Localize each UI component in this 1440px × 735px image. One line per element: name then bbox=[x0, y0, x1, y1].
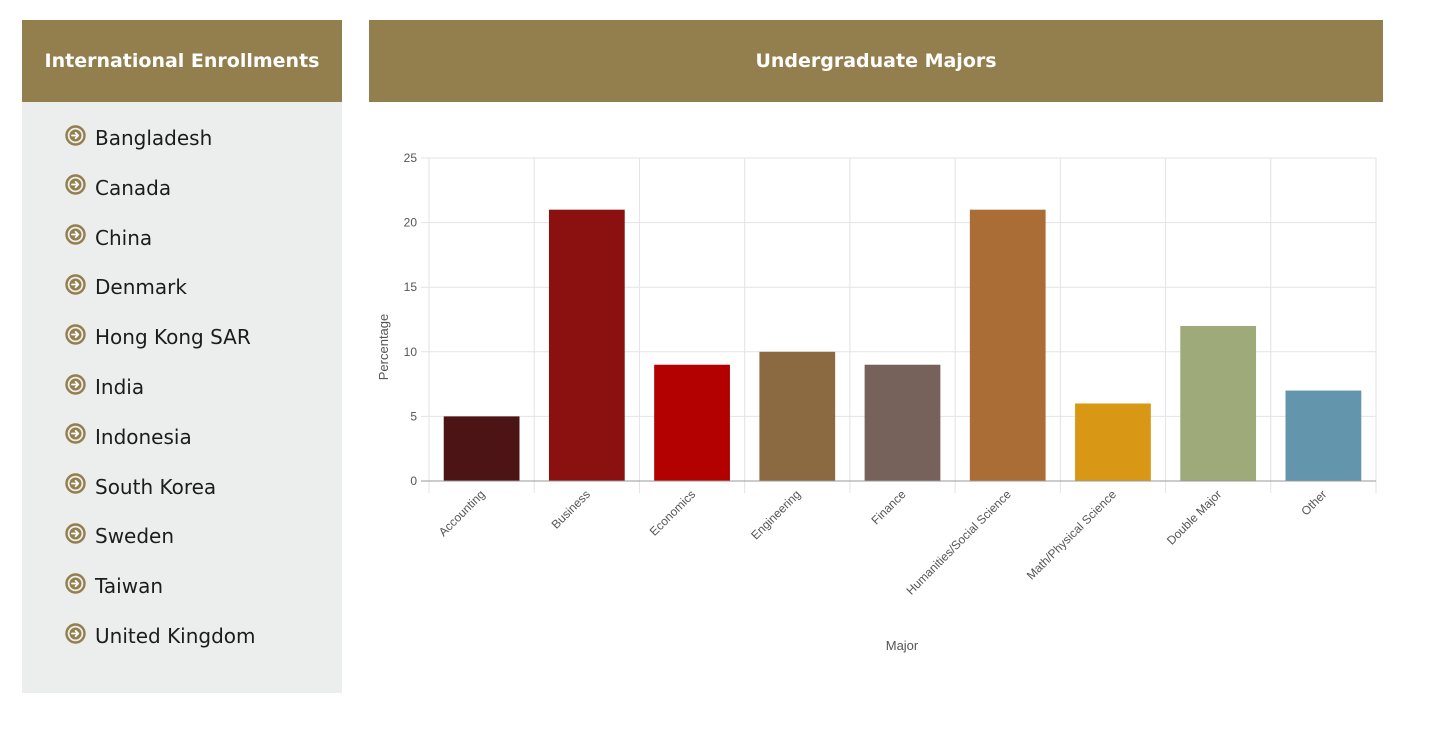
undergraduate-majors-panel: Undergraduate Majors bbox=[369, 20, 1383, 102]
circle-arrow-right-icon bbox=[65, 523, 86, 544]
international-enrollments-title: International Enrollments bbox=[44, 50, 320, 72]
y-tick-label: 10 bbox=[404, 345, 418, 359]
circle-arrow-right-icon bbox=[65, 373, 86, 395]
x-tick-label: Business bbox=[549, 487, 593, 531]
country-item[interactable]: Sweden bbox=[65, 521, 174, 551]
y-tick-label: 15 bbox=[404, 280, 418, 294]
x-tick-label: Engineering bbox=[748, 487, 803, 542]
bar-finance[interactable] bbox=[864, 364, 941, 481]
country-label: Bangladesh bbox=[95, 126, 213, 150]
bar-economics[interactable] bbox=[654, 364, 730, 481]
country-item[interactable]: Bangladesh bbox=[65, 123, 212, 153]
bar-other[interactable] bbox=[1285, 390, 1362, 481]
majors-bar-chart: 0 5 10 15 20 25 Accounting Business Economics Eng… bbox=[376, 151, 1377, 653]
country-label: Canada bbox=[95, 175, 172, 200]
majors-chart-area: 0 5 10 15 20 25 Accounting Business Economics Eng… bbox=[369, 130, 1389, 670]
y-tick-label: 0 bbox=[410, 474, 417, 488]
x-tick-label: Other bbox=[1298, 487, 1329, 518]
bar-business[interactable] bbox=[548, 209, 625, 481]
x-tick-label: Economics bbox=[647, 487, 698, 538]
y-axis-label: Percentage bbox=[376, 314, 391, 381]
international-enrollments-panel: International Enrollments Bangladesh Cana… bbox=[22, 20, 342, 693]
y-tick-label: 25 bbox=[404, 151, 418, 165]
country-item[interactable]: United Kingdom bbox=[65, 621, 256, 651]
country-item[interactable]: Hong Kong SAR bbox=[65, 322, 251, 352]
y-tick-label: 5 bbox=[410, 409, 417, 423]
x-tick-label: Accounting bbox=[436, 487, 488, 539]
international-enrollments-header: International Enrollments bbox=[22, 20, 342, 102]
circle-arrow-right-icon bbox=[65, 572, 86, 594]
country-label: United Kingdom bbox=[95, 624, 256, 648]
country-label: Indonesia bbox=[95, 424, 192, 449]
circle-arrow-right-icon bbox=[65, 622, 86, 644]
country-label: South Korea bbox=[95, 474, 217, 499]
undergraduate-majors-header: Undergraduate Majors bbox=[369, 20, 1383, 102]
country-label: China bbox=[95, 225, 153, 250]
country-item[interactable]: China bbox=[65, 223, 152, 253]
bar-accounting[interactable] bbox=[443, 416, 520, 481]
bar-math-physical-science[interactable] bbox=[1075, 403, 1151, 481]
bar-humanities-social-science[interactable] bbox=[969, 209, 1046, 481]
country-item[interactable]: India bbox=[65, 372, 144, 402]
undergraduate-majors-title: Undergraduate Majors bbox=[755, 50, 997, 72]
x-tick-label: Finance bbox=[869, 487, 909, 527]
country-label: Sweden bbox=[95, 524, 175, 549]
bar-double-major[interactable] bbox=[1180, 325, 1257, 481]
country-label: India bbox=[95, 375, 145, 399]
circle-arrow-right-icon bbox=[65, 224, 86, 245]
country-label: Denmark bbox=[95, 275, 187, 300]
circle-arrow-right-icon bbox=[65, 473, 86, 494]
country-item[interactable]: Indonesia bbox=[65, 422, 192, 452]
x-tick-label: Math/Physical Science bbox=[1024, 487, 1119, 582]
chart-bars bbox=[443, 209, 1362, 481]
country-item[interactable]: Denmark bbox=[65, 272, 187, 302]
circle-arrow-right-icon bbox=[65, 174, 86, 195]
circle-arrow-right-icon bbox=[65, 124, 86, 146]
circle-arrow-right-icon bbox=[65, 323, 86, 345]
circle-arrow-right-icon bbox=[65, 423, 86, 444]
country-item[interactable]: Taiwan bbox=[65, 571, 163, 601]
country-item[interactable]: South Korea bbox=[65, 472, 216, 502]
bar-engineering[interactable] bbox=[759, 351, 836, 481]
x-axis-label: Major bbox=[886, 638, 919, 653]
x-tick-label: Humanities/Social Science bbox=[903, 487, 1014, 598]
country-label: Taiwan bbox=[95, 574, 164, 599]
y-tick-label: 20 bbox=[404, 216, 418, 230]
circle-arrow-right-icon bbox=[65, 274, 86, 295]
x-tick-label: Double Major bbox=[1164, 487, 1224, 547]
country-label: Hong Kong SAR bbox=[95, 325, 251, 350]
country-item[interactable]: Canada bbox=[65, 173, 171, 203]
